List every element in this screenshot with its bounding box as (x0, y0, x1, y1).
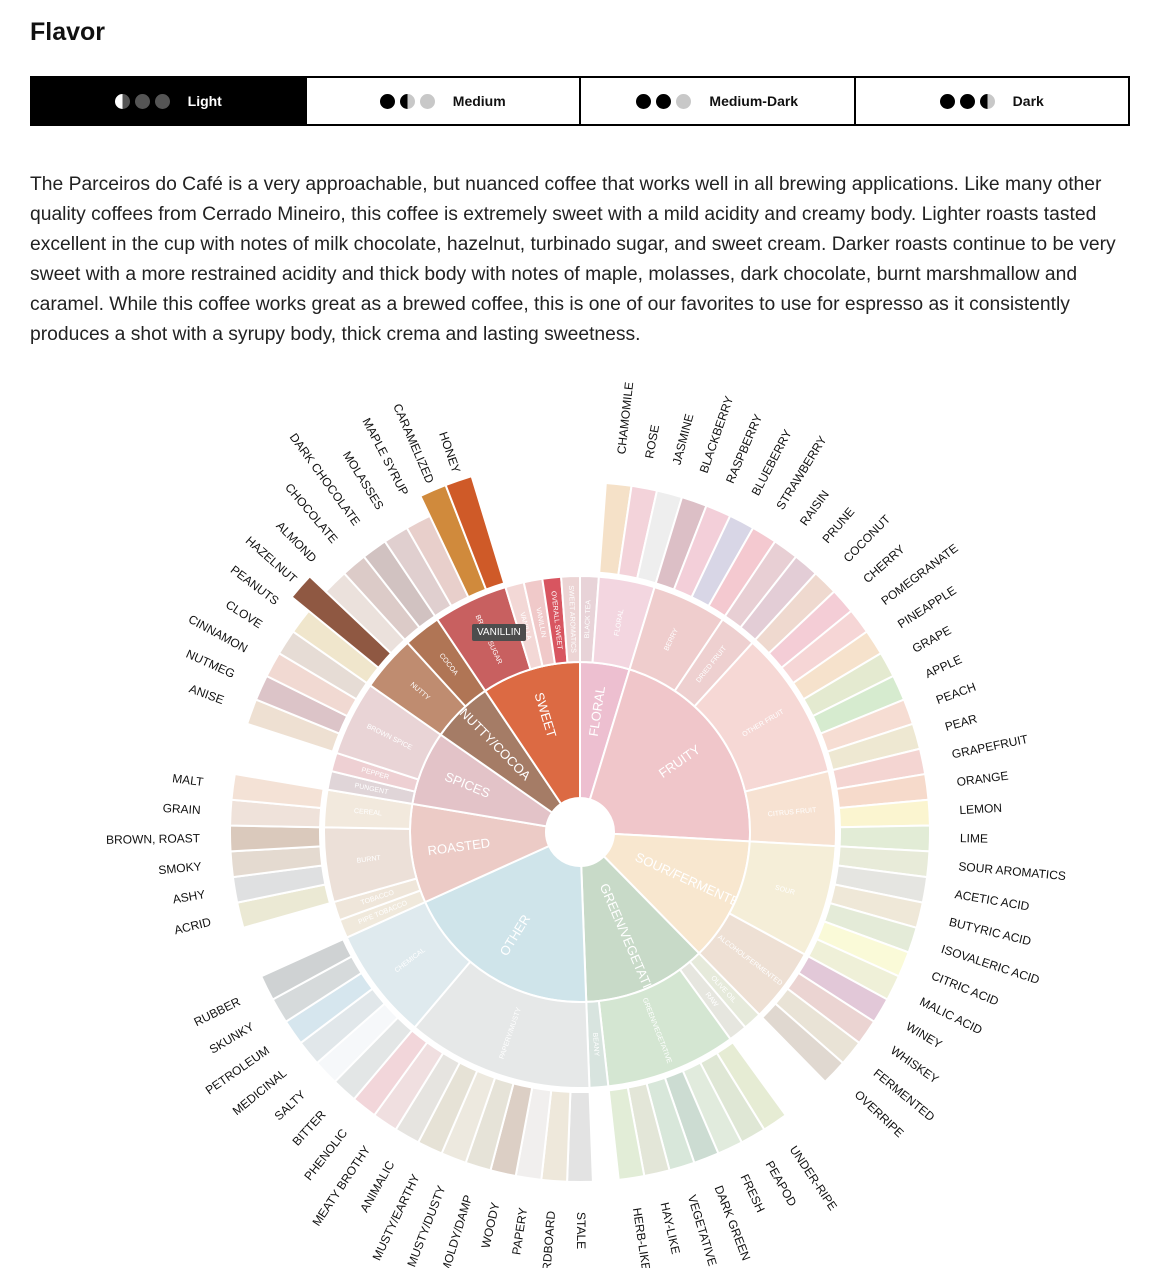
roast-dot-icon (399, 93, 415, 109)
subcategory-label: BURNT (356, 855, 382, 865)
flavor-label: GRAPEFRUIT (951, 732, 1030, 761)
flavor-herb-like[interactable] (607, 1086, 646, 1181)
subcategory-label: BEANY (591, 1032, 600, 1057)
flavor-label: STALE (574, 1212, 588, 1249)
flavor-label: CARDBOARD (538, 1210, 558, 1268)
flavor-label: SALTY (272, 1087, 309, 1123)
roast-dot-icon (636, 93, 652, 109)
flavor-label: LIME (960, 831, 988, 846)
flavor-label: GRAIN (162, 801, 201, 817)
tab-light[interactable]: Light (32, 78, 307, 124)
flavor-label: RAISIN (797, 488, 832, 529)
subcategory-label: SWEET AROMATICS (567, 585, 576, 653)
flavor-label: PAPERY (509, 1207, 530, 1256)
flavor-label: RUBBER (192, 994, 243, 1029)
flavor-label: SOUR AROMATICS (958, 859, 1067, 883)
tab-label: Dark (1012, 93, 1044, 109)
flavor-label: CHAMOMILE (614, 381, 636, 455)
flavor-label: WINEY (904, 1019, 945, 1051)
roast-dot-icon (939, 93, 955, 109)
flavor-label: MOLDY/DAMP (438, 1193, 475, 1268)
flavor-label: ASHY (172, 887, 207, 906)
flavor-label: FRESH (737, 1172, 767, 1215)
flavor-label: HAY-LIKE (658, 1201, 683, 1255)
flavor-label: JASMINE (670, 412, 697, 466)
flavor-label: VEGETATIVE (685, 1193, 720, 1267)
flavor-label: HONEY (436, 430, 463, 475)
roast-dot-icon (134, 93, 150, 109)
flavor-label: WOODY (479, 1201, 503, 1250)
flavor-label: PEACH (934, 680, 978, 707)
tab-label: Medium (452, 93, 506, 109)
flavor-label: BROWN, ROAST (106, 831, 201, 847)
flavor-label: MALT (172, 771, 205, 789)
roast-dot-icon (656, 93, 672, 109)
tab-label: Medium-Dark (709, 93, 799, 109)
flavor-brown-roast[interactable] (229, 824, 322, 853)
subcategory-label: BLACK TEA (584, 600, 592, 639)
flavor-label: PRUNE (819, 505, 857, 546)
roast-dot-icon (959, 93, 975, 109)
flavor-label: LEMON (959, 801, 1002, 817)
tooltip: VANILLIN (472, 624, 526, 641)
roast-dots-icon (939, 93, 995, 109)
subcategory-label: FLORAL (614, 609, 626, 637)
roast-dot-icon (676, 93, 692, 109)
flavor-label: PEAR (943, 711, 979, 733)
flavor-rubber[interactable] (259, 937, 354, 1001)
roast-dots-icon (636, 93, 692, 109)
flavor-label: SKUNKY (207, 1019, 257, 1056)
flavor-label: BUTYRIC ACID (948, 915, 1033, 949)
roast-level-tabs: Light Medium Medium-Dark Dark (30, 76, 1130, 126)
subcategory-label: CITRUS FRUIT (768, 807, 818, 819)
flavor-label: ACRID (173, 915, 213, 938)
subcategory-sweet-aromatics[interactable] (560, 574, 581, 664)
roast-dot-icon (154, 93, 170, 109)
coffee-description: The Parceiros do Café is a very approach… (30, 174, 1116, 345)
flavor-overripe[interactable] (760, 1002, 845, 1084)
flavor-label: DARK CHOCOLATE (287, 431, 363, 529)
roast-dot-icon (979, 93, 995, 109)
wheel-center (546, 798, 614, 866)
flavor-label: NUTMEG (184, 647, 237, 681)
tab-dark[interactable]: Dark (856, 78, 1129, 124)
page-title: Flavor (30, 18, 106, 46)
flavor-label: CLOVE (223, 597, 265, 631)
tab-label: Light (187, 93, 222, 109)
flavor-label: ANIMALIC (357, 1158, 397, 1214)
flavor-label: SMOKY (158, 859, 202, 877)
flavor-label: APPLE (923, 652, 964, 681)
flavor-label: ANISE (187, 682, 226, 708)
flavor-label: ROSE (642, 424, 662, 460)
roast-dot-icon (379, 93, 395, 109)
tab-medium[interactable]: Medium (307, 78, 581, 124)
roast-dots-icon (379, 93, 435, 109)
flavor-stale[interactable] (566, 1090, 594, 1183)
subcategory-label: CEREAL (354, 808, 383, 818)
flavor-label: ORANGE (956, 769, 1009, 790)
roast-dots-icon (114, 93, 170, 109)
roast-dot-icon (114, 93, 130, 109)
category-label: FLORAL (586, 685, 608, 737)
flavor-honey[interactable] (444, 474, 506, 591)
flavor-label: PEAPOD (763, 1158, 800, 1209)
flavor-label: ACETIC ACID (954, 887, 1031, 913)
flavor-malt[interactable] (230, 772, 325, 810)
tab-medium-dark[interactable]: Medium-Dark (581, 78, 856, 124)
flavor-label: BITTER (289, 1107, 328, 1148)
flavor-label: GRAPE (910, 623, 954, 655)
flavor-label: HERB-LIKE (630, 1207, 653, 1268)
roast-dot-icon (419, 93, 435, 109)
